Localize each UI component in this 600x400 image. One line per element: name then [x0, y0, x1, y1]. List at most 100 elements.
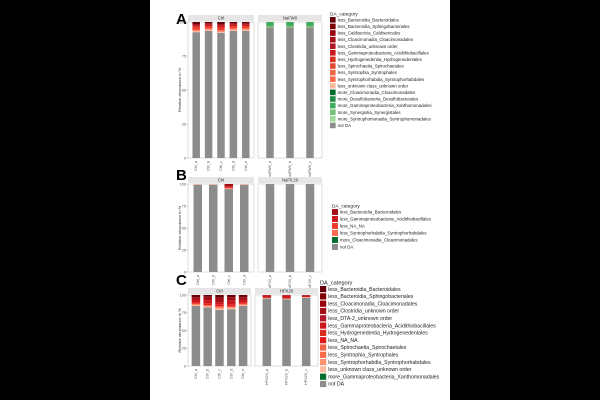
- legend-entry: less_Gammaproteobacteria_Acidithiobacill…: [340, 217, 432, 222]
- bar-stack: [191, 295, 201, 366]
- bar-stack: [282, 295, 291, 366]
- facet-label: Ctrl: [218, 177, 225, 182]
- bar-segment: [203, 296, 212, 301]
- bar-segment: [217, 24, 225, 26]
- bar-segment: [217, 30, 225, 32]
- facet-label: Ctrl: [216, 288, 223, 293]
- bar-segment: [227, 307, 236, 309]
- x-tick-label: NaFW0_a: [268, 160, 272, 178]
- bar-segment: [229, 26, 238, 29]
- bar-segment: [215, 309, 224, 366]
- legend-swatch: [320, 307, 327, 315]
- bar-segment: [238, 305, 248, 307]
- legend-entry: less_Syntrophorhabdia_Syntrophorhabdales: [340, 231, 427, 236]
- legend-swatch: [320, 329, 327, 337]
- x-tick-label: Ctrl_a: [194, 368, 198, 379]
- x-tick-label: Ctrl_d: [231, 161, 235, 171]
- legend-entry: less_Bacteroidia_Sphingobacteriales: [338, 24, 411, 29]
- bar-segment: [301, 295, 311, 298]
- facet-label: Ctrl: [218, 15, 225, 20]
- legend-entry: less_Caldisericia_Caldisericales: [338, 31, 402, 36]
- bar-segment: [192, 26, 200, 30]
- y-tick-label: 50: [182, 226, 186, 230]
- legend-entry: more_Gammaproteobacteria_Xanthomonadales: [338, 103, 433, 108]
- bar-segment: [227, 309, 236, 366]
- legend-entry: less_Bacteroidia_Sphingobacteriales: [328, 294, 413, 300]
- x-tick-label: Ctrl_c: [227, 275, 231, 285]
- x-tick-label: Ctrl_e: [244, 161, 248, 171]
- legend-entry: less_Syntrophorhabdia_Syntrophorhabdales: [328, 360, 431, 366]
- bar-stack: [306, 22, 314, 158]
- y-axis-label: Relative abundance in %: [177, 205, 182, 250]
- legend-entry: more_Synergistia_Synergistales: [338, 110, 402, 115]
- bar-segment: [191, 304, 201, 306]
- x-tick-label: Ctrl_b: [206, 369, 210, 379]
- bar-segment: [215, 295, 224, 298]
- bar-segment: [286, 26, 294, 28]
- x-tick-label: Ctrl_d: [229, 369, 233, 379]
- bar-segment: [191, 305, 201, 307]
- legend-entry: less_Syntrophorhabdia_Syntrophorhabdales: [338, 77, 425, 82]
- legend-swatch: [330, 56, 336, 63]
- legend-swatch: [330, 122, 336, 129]
- bar-segment: [240, 184, 249, 185]
- bar-segment: [242, 26, 250, 29]
- legend-entry: less_Hydrogenedentia_Hydrogenedentales: [338, 57, 423, 62]
- x-tick-label: Ctrl_a: [194, 160, 198, 171]
- legend-swatch: [320, 380, 327, 388]
- bar-segment: [217, 25, 225, 28]
- panel-label: C: [176, 272, 187, 289]
- legend-entry: less_unknown class_unknown order: [328, 367, 412, 373]
- bar-segment: [266, 22, 274, 27]
- legend-entry: less_Gammaproteobacteria_Acidithiobacill…: [328, 323, 436, 329]
- legend-entry: less_Bacteroidia_Bacteroidales: [328, 287, 401, 293]
- x-tick-label: Ctrl_e: [241, 369, 245, 379]
- bar-stack: [224, 184, 233, 272]
- bar-segment: [215, 302, 224, 305]
- bar-segment: [305, 184, 315, 272]
- bar-stack: [192, 22, 200, 159]
- bar-stack: [227, 295, 236, 366]
- bar-segment: [227, 295, 236, 298]
- legend-swatch: [320, 351, 327, 358]
- x-tick-label: Ctrl_c: [219, 161, 223, 171]
- bar-segment: [204, 23, 213, 25]
- legend-entry: less_Spirochaetia_Spirochaetales: [328, 345, 407, 351]
- legend-entry: less_Cloacimonadia_Cloacimonadales: [338, 37, 414, 42]
- y-tick-label: 25: [182, 347, 186, 351]
- bar-stack: [203, 295, 212, 366]
- bar-stack: [209, 184, 218, 272]
- legend-entry: not DA: [340, 245, 353, 250]
- bar-segment: [192, 32, 200, 159]
- bar-segment: [191, 303, 201, 305]
- facet-strip: [258, 177, 322, 183]
- y-tick-label: 100: [180, 293, 186, 297]
- bar-segment: [229, 29, 238, 31]
- facet-strip: [188, 288, 251, 294]
- bar-segment: [209, 184, 218, 272]
- legend-swatch: [330, 23, 336, 30]
- legend-entry: less_NA_NA: [340, 224, 365, 229]
- legend-entry: less_Gammaproteobacteria_Acidithiobacill…: [338, 50, 430, 55]
- bar-segment: [242, 24, 250, 27]
- bar-segment: [286, 22, 294, 27]
- legend-swatch: [320, 300, 327, 307]
- x-tick-label: NaF20_a: [268, 274, 272, 291]
- x-tick-label: Ctrl_a: [196, 274, 200, 285]
- bar-segment: [242, 30, 250, 159]
- y-tick-label: 0: [184, 156, 186, 160]
- legend: DA_categoryless_Bacteroidia_Bacteroidale…: [332, 204, 432, 250]
- bar-segment: [209, 184, 218, 185]
- bar-segment: [203, 306, 212, 307]
- bar-segment: [262, 295, 272, 298]
- bar-segment: [224, 184, 233, 187]
- x-tick-label: HPX20_c: [304, 369, 308, 385]
- bar-segment: [238, 299, 248, 303]
- legend-entry: less_Hydrogenedentia_Hydrogenedentales: [328, 331, 428, 337]
- bar-segment: [227, 304, 236, 307]
- bar-segment: [204, 28, 213, 30]
- facet-strip: [188, 15, 254, 21]
- bar-segment: [286, 27, 294, 158]
